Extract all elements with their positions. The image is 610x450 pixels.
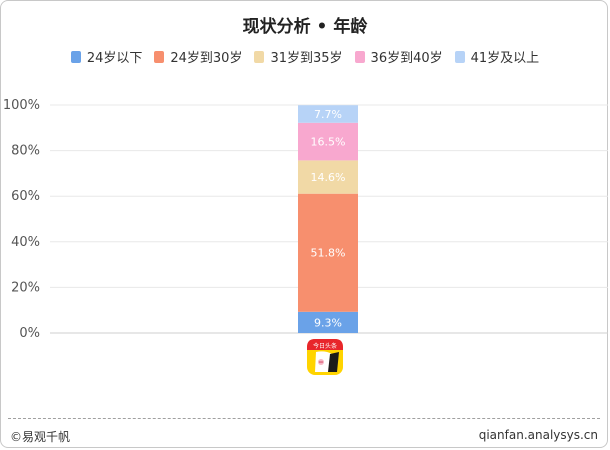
bar-segment: [298, 193, 358, 312]
legend-label-5: 41岁及以上: [470, 51, 540, 66]
y-tick-label: 40%: [11, 235, 40, 250]
legend-swatch-4: [354, 50, 365, 63]
chart-title: 现状分析 • 年龄: [242, 17, 368, 37]
bar-segment: [298, 311, 358, 333]
legend-item-1[interactable]: 24岁以下: [70, 47, 143, 66]
footer-url[interactable]: qianfan.analysys.cn: [478, 428, 598, 442]
footer-brand: ©易观千帆: [10, 430, 71, 444]
legend-item-2[interactable]: 24岁到30岁: [154, 47, 242, 66]
legend-swatch-2: [154, 50, 165, 63]
legend-item-5[interactable]: 41岁及以上: [454, 47, 540, 66]
data-label: 14.6%: [311, 171, 346, 184]
stacked-bar-chart: 0% 20% 40% 60% 80% 100% 9.3% 51.8% 14.6% 16.5% 7.7…: [3, 98, 608, 341]
footer-divider: [8, 418, 600, 419]
bar-segment: [298, 122, 358, 161]
data-label: 9.3%: [314, 316, 342, 329]
y-tick-label: 0%: [19, 326, 40, 341]
y-tick-label: 100%: [3, 98, 40, 113]
bar-segment: [298, 105, 358, 123]
data-label: 7.7%: [314, 108, 342, 121]
legend-swatch-3: [254, 50, 265, 63]
y-tick-label: 60%: [11, 189, 40, 204]
legend-swatch-1: [70, 50, 81, 63]
y-tick-label: 20%: [11, 280, 40, 295]
data-label: 51.8%: [311, 247, 346, 260]
bar-segment: [298, 160, 358, 194]
legend-label-1: 24岁以下: [86, 51, 143, 66]
legend-label-4: 36岁到40岁: [370, 51, 443, 66]
legend-swatch-5: [454, 50, 465, 63]
chart-legend: 24岁以下 24岁到30岁 31岁到35岁 36岁到40岁 41岁及以上: [0, 47, 610, 66]
legend-label-2: 24岁到30岁: [170, 51, 243, 66]
svg-text:今日头条: 今日头条: [313, 342, 337, 350]
data-label: 16.5%: [311, 136, 346, 149]
legend-label-3: 31岁到35岁: [270, 51, 343, 66]
legend-item-4[interactable]: 36岁到40岁: [354, 47, 443, 66]
y-tick-label: 80%: [11, 144, 40, 159]
app-logo-icon: 今日头条: [306, 338, 344, 376]
legend-item-3[interactable]: 31岁到35岁: [254, 47, 343, 66]
